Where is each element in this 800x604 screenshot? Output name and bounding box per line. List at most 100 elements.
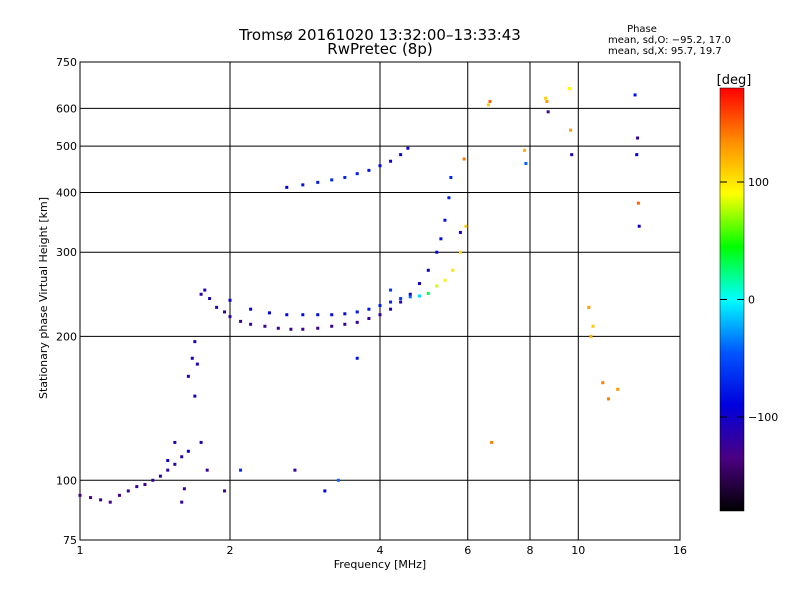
echo-point bbox=[355, 172, 359, 176]
colorbar-tick-label: −100 bbox=[748, 411, 778, 424]
grid-lines bbox=[80, 62, 680, 540]
echo-point bbox=[151, 478, 155, 482]
echo-point bbox=[195, 362, 199, 366]
echo-point bbox=[173, 440, 177, 444]
echo-point bbox=[293, 468, 297, 472]
echo-point bbox=[316, 313, 320, 317]
phase-stats-o: mean, sd,O: −95.2, 17.0 bbox=[608, 35, 731, 46]
echo-point bbox=[99, 498, 103, 502]
echo-point bbox=[166, 468, 170, 472]
y-tick-label: 200 bbox=[56, 330, 77, 343]
y-tick-label: 75 bbox=[63, 534, 77, 547]
echo-point bbox=[193, 340, 197, 344]
echo-point bbox=[389, 159, 393, 163]
echo-point bbox=[190, 356, 194, 360]
x-tick-label: 4 bbox=[377, 544, 384, 557]
echo-point bbox=[186, 449, 190, 453]
chart-title: Tromsø 20161020 13:32:00–13:33:43 bbox=[238, 26, 521, 44]
echo-point bbox=[323, 489, 327, 493]
echo-point bbox=[523, 148, 527, 152]
echo-point bbox=[567, 87, 571, 91]
echo-point bbox=[443, 218, 447, 222]
echo-point bbox=[249, 307, 253, 311]
echo-point bbox=[186, 374, 190, 378]
echo-point bbox=[267, 311, 271, 315]
echo-point bbox=[316, 180, 320, 184]
x-tick-label: 2 bbox=[227, 544, 234, 557]
echo-point bbox=[193, 394, 197, 398]
echo-point bbox=[343, 322, 347, 326]
echo-point bbox=[399, 153, 403, 157]
echo-point bbox=[524, 161, 528, 165]
echo-point bbox=[389, 300, 393, 304]
echo-point bbox=[158, 474, 162, 478]
echo-point bbox=[399, 297, 403, 301]
echo-point bbox=[135, 485, 139, 489]
echo-point bbox=[203, 288, 207, 292]
echo-point bbox=[215, 305, 219, 309]
x-axis-label: Frequency [MHz] bbox=[334, 558, 426, 571]
colorbar: [deg] 100 0 −100 bbox=[717, 73, 778, 512]
echo-point bbox=[544, 96, 548, 100]
echo-point bbox=[289, 327, 293, 331]
echo-point bbox=[406, 146, 410, 150]
echo-point bbox=[591, 324, 595, 328]
echo-point bbox=[546, 110, 550, 114]
echo-point bbox=[545, 100, 549, 104]
echo-point bbox=[462, 157, 466, 161]
echo-point bbox=[343, 312, 347, 316]
y-axis-label: Stationary phase Virtual Height [km] bbox=[37, 197, 50, 399]
echo-point bbox=[633, 93, 637, 97]
echo-point bbox=[205, 468, 209, 472]
echo-point bbox=[439, 237, 443, 241]
echo-point bbox=[143, 482, 147, 486]
echo-point bbox=[426, 268, 430, 272]
echo-point bbox=[180, 500, 184, 504]
echo-point bbox=[408, 295, 412, 299]
echo-point bbox=[389, 307, 393, 311]
colorbar-tick-label: 0 bbox=[748, 294, 755, 307]
colorbar-ticks: 100 0 −100 bbox=[720, 176, 778, 424]
y-tick-labels: 75 100 200 300 400 500 600 750 bbox=[56, 56, 77, 547]
echo-point bbox=[89, 496, 93, 500]
echo-point bbox=[330, 313, 334, 317]
echo-point bbox=[173, 462, 177, 466]
echo-point bbox=[228, 298, 232, 302]
colorbar-tick-label: 100 bbox=[748, 176, 769, 189]
echo-point bbox=[589, 334, 593, 338]
echo-point bbox=[199, 440, 203, 444]
echo-point bbox=[637, 224, 641, 228]
echo-point bbox=[239, 319, 243, 323]
echo-point bbox=[228, 315, 232, 319]
colorbar-label: [deg] bbox=[717, 73, 752, 88]
echo-point bbox=[490, 440, 494, 444]
echo-point bbox=[330, 324, 334, 328]
echo-point bbox=[435, 250, 439, 254]
x-tick-label: 8 bbox=[527, 544, 534, 557]
echo-point bbox=[301, 327, 305, 331]
y-tick-label: 300 bbox=[56, 246, 77, 259]
echo-point bbox=[316, 326, 320, 330]
echo-point bbox=[78, 493, 82, 497]
echo-point bbox=[301, 183, 305, 187]
echo-point bbox=[166, 458, 170, 462]
echo-point bbox=[458, 250, 462, 254]
echo-point bbox=[587, 305, 591, 309]
echo-point bbox=[208, 297, 212, 301]
x-tick-label: 1 bbox=[77, 544, 84, 557]
phase-stats-x: mean, sd,X: 95.7, 19.7 bbox=[608, 46, 722, 57]
echo-point bbox=[126, 489, 130, 493]
echo-point bbox=[249, 322, 253, 326]
echo-point bbox=[569, 128, 573, 132]
echo-point bbox=[223, 489, 227, 493]
echo-point bbox=[399, 300, 403, 304]
echo-point bbox=[336, 478, 340, 482]
echo-points bbox=[78, 87, 641, 504]
x-tick-labels: 1 2 4 6 8 10 16 bbox=[77, 544, 688, 557]
echo-point bbox=[443, 278, 447, 282]
y-tick-label: 400 bbox=[56, 186, 77, 199]
echo-point bbox=[636, 136, 640, 140]
echo-point bbox=[355, 310, 359, 314]
echo-point bbox=[182, 487, 186, 491]
